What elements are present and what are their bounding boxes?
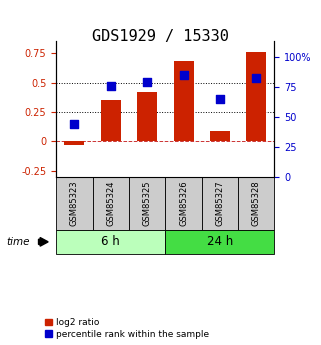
Bar — [165, 177, 202, 230]
Bar — [101, 100, 121, 141]
Point — [181, 72, 186, 78]
Bar — [56, 177, 92, 230]
Bar — [246, 52, 266, 141]
Bar — [210, 131, 230, 141]
Text: GSM85326: GSM85326 — [179, 180, 188, 226]
Text: GSM85328: GSM85328 — [252, 180, 261, 226]
Text: 6 h: 6 h — [101, 235, 120, 248]
Bar — [165, 230, 274, 254]
Bar — [64, 141, 84, 145]
Text: 24 h: 24 h — [207, 235, 233, 248]
Point — [108, 83, 113, 89]
Text: GDS1929 / 15330: GDS1929 / 15330 — [92, 29, 229, 44]
Bar — [238, 177, 274, 230]
Bar — [92, 177, 129, 230]
Text: GSM85327: GSM85327 — [215, 180, 224, 226]
Text: GSM85323: GSM85323 — [70, 180, 79, 226]
Point — [144, 80, 150, 85]
Bar — [202, 177, 238, 230]
Bar — [56, 230, 165, 254]
Text: time: time — [6, 237, 30, 247]
Text: GSM85324: GSM85324 — [106, 180, 115, 226]
Point — [72, 121, 77, 127]
Text: GSM85325: GSM85325 — [143, 180, 152, 226]
Point — [217, 96, 222, 102]
Bar — [173, 61, 194, 141]
Legend: log2 ratio, percentile rank within the sample: log2 ratio, percentile rank within the s… — [43, 316, 211, 341]
Bar — [129, 177, 165, 230]
Bar — [137, 92, 157, 141]
Point — [254, 75, 259, 80]
